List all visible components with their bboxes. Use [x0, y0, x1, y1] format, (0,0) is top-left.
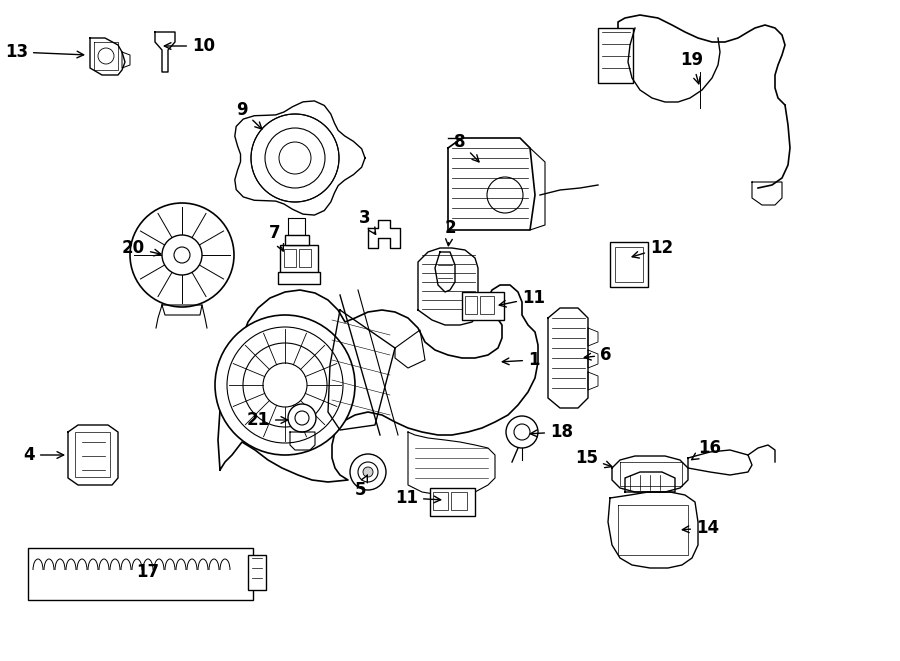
- Bar: [598, 28, 633, 83]
- Polygon shape: [288, 218, 305, 235]
- Polygon shape: [235, 101, 365, 215]
- Bar: [451, 492, 467, 510]
- Polygon shape: [155, 32, 175, 72]
- Polygon shape: [418, 248, 478, 325]
- Bar: [280, 245, 318, 273]
- Bar: [465, 296, 477, 314]
- Polygon shape: [290, 432, 315, 450]
- Bar: [299, 249, 311, 267]
- Polygon shape: [548, 308, 588, 408]
- Text: 20: 20: [122, 239, 161, 257]
- Polygon shape: [588, 372, 598, 390]
- Text: 16: 16: [691, 439, 721, 459]
- Text: 19: 19: [680, 51, 704, 84]
- Polygon shape: [588, 350, 598, 368]
- Polygon shape: [395, 330, 425, 368]
- Text: 6: 6: [584, 346, 611, 364]
- Ellipse shape: [295, 411, 309, 425]
- Polygon shape: [608, 492, 698, 568]
- Text: 1: 1: [502, 351, 539, 369]
- Bar: [462, 292, 504, 320]
- Text: 15: 15: [575, 449, 612, 467]
- Polygon shape: [162, 305, 202, 315]
- Ellipse shape: [162, 235, 202, 275]
- Text: 14: 14: [682, 519, 719, 537]
- Polygon shape: [625, 472, 675, 492]
- Bar: [278, 272, 320, 284]
- Polygon shape: [408, 432, 495, 495]
- Ellipse shape: [506, 416, 538, 448]
- Text: 4: 4: [23, 446, 64, 464]
- Bar: [28, 548, 253, 600]
- Ellipse shape: [251, 114, 339, 202]
- Text: 12: 12: [632, 239, 673, 258]
- Polygon shape: [218, 285, 538, 482]
- Bar: [610, 242, 648, 287]
- Bar: [480, 296, 494, 314]
- Text: 17: 17: [137, 563, 159, 581]
- Bar: [284, 249, 296, 267]
- Ellipse shape: [215, 315, 355, 455]
- Ellipse shape: [350, 454, 386, 490]
- Text: 8: 8: [454, 133, 479, 162]
- Polygon shape: [90, 38, 125, 75]
- Bar: [248, 555, 266, 590]
- Polygon shape: [68, 425, 118, 485]
- Text: 7: 7: [269, 224, 284, 251]
- Ellipse shape: [363, 467, 373, 477]
- Ellipse shape: [130, 203, 234, 307]
- Polygon shape: [588, 328, 598, 346]
- Text: 5: 5: [355, 475, 367, 499]
- Bar: [615, 247, 643, 282]
- Text: 3: 3: [359, 209, 375, 235]
- Polygon shape: [328, 310, 395, 430]
- Polygon shape: [368, 220, 400, 248]
- Bar: [430, 488, 475, 516]
- Polygon shape: [122, 52, 130, 68]
- Text: 18: 18: [530, 423, 573, 441]
- Text: 10: 10: [165, 37, 215, 55]
- Polygon shape: [435, 252, 455, 292]
- Polygon shape: [752, 182, 782, 205]
- Text: 9: 9: [237, 101, 262, 129]
- Polygon shape: [448, 138, 535, 230]
- Text: 2: 2: [445, 219, 455, 246]
- Bar: [433, 492, 448, 510]
- Text: 21: 21: [247, 411, 288, 429]
- Ellipse shape: [288, 404, 316, 432]
- Bar: [285, 235, 309, 245]
- Text: 11: 11: [500, 289, 545, 307]
- Text: 11: 11: [395, 489, 441, 507]
- Text: 13: 13: [4, 43, 84, 61]
- Polygon shape: [688, 450, 752, 475]
- Polygon shape: [612, 456, 688, 492]
- Bar: [75, 432, 110, 477]
